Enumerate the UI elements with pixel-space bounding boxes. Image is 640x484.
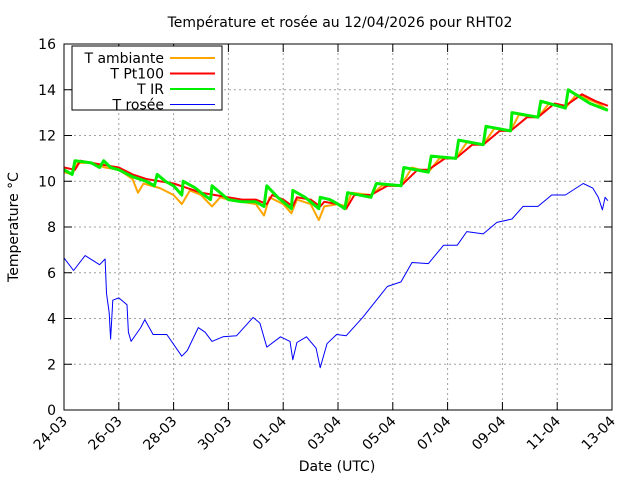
x-axis-label: Date (UTC) xyxy=(299,459,376,475)
x-tick-label: 13-04 xyxy=(579,413,619,453)
legend-label: T ambiante xyxy=(83,51,164,67)
legend-label: T Pt100 xyxy=(109,67,164,83)
y-tick-label: 4 xyxy=(47,312,56,328)
y-axis-label: Temperature °C xyxy=(6,172,22,283)
series-layer xyxy=(63,88,609,369)
legend-box xyxy=(71,45,223,111)
series-line-t-ir xyxy=(63,88,609,211)
y-tick-label: 2 xyxy=(47,357,56,373)
y-tick-label: 14 xyxy=(38,83,56,99)
x-tick-label: 07-04 xyxy=(414,413,454,453)
chart-title: Température et rosée au 12/04/2026 pour … xyxy=(167,15,513,31)
x-tick-label: 01-04 xyxy=(250,413,290,453)
y-tick-label: 12 xyxy=(38,129,56,145)
y-tick-label: 6 xyxy=(47,266,56,282)
legend-label: T rosée xyxy=(111,98,164,114)
y-tick-label: 16 xyxy=(38,37,56,53)
y-tick-label: 10 xyxy=(38,174,56,190)
y-tick-label: 8 xyxy=(47,220,56,236)
x-tick-label: 24-03 xyxy=(31,414,71,454)
x-tick-label: 09-04 xyxy=(469,413,509,453)
legend-label: T IR xyxy=(136,82,164,98)
y-tick-label: 0 xyxy=(47,403,56,419)
series-line-t-ros-e xyxy=(63,183,609,369)
x-tick-label: 03-04 xyxy=(305,413,345,453)
x-tick-label: 26-03 xyxy=(86,414,126,454)
x-tick-label: 30-03 xyxy=(195,414,235,454)
x-tick-label: 05-04 xyxy=(360,413,400,453)
x-tick-label: 28-03 xyxy=(140,414,180,454)
x-tick-label: 11-04 xyxy=(524,413,564,453)
